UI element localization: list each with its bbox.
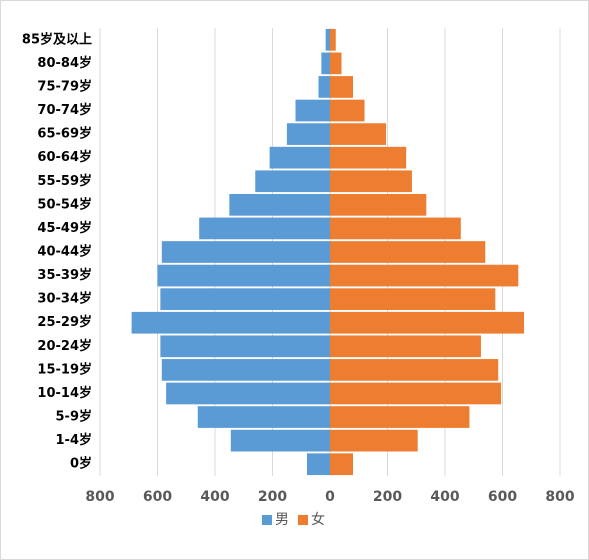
bar-female-3 (330, 382, 502, 405)
bar-female-4 (330, 359, 499, 381)
x-tick-label: 200 (373, 489, 402, 505)
bar-male-15 (295, 99, 330, 122)
y-tick-label: 15-19岁 (37, 361, 92, 377)
bar-male-9 (161, 241, 330, 263)
legend-swatch-0 (262, 515, 272, 525)
bar-female-12 (330, 170, 412, 193)
y-tick-label: 20-24岁 (37, 338, 92, 354)
legend-label-0: 男 (275, 512, 289, 528)
bar-female-10 (330, 217, 461, 240)
bar-female-2 (330, 406, 470, 428)
bar-male-18 (325, 28, 330, 51)
y-tick-label: 45-49岁 (37, 220, 92, 236)
y-tick-label: 60-64岁 (37, 149, 92, 165)
x-tick-label: 800 (85, 489, 114, 505)
y-tick-label: 85岁及以上 (22, 31, 92, 47)
x-tick-label: 0 (325, 489, 335, 505)
legend-swatch-1 (298, 515, 308, 525)
bar-male-12 (255, 170, 330, 193)
bar-male-17 (321, 52, 330, 75)
y-tick-label: 40-44岁 (37, 244, 92, 260)
bar-female-8 (330, 264, 519, 287)
y-tick-label: 0岁 (70, 456, 92, 472)
x-tick-label: 400 (200, 489, 229, 505)
y-tick-label: 35-39岁 (37, 267, 92, 283)
bar-male-5 (160, 335, 330, 358)
bar-male-0 (307, 453, 330, 476)
y-tick-label: 25-29岁 (37, 314, 92, 330)
bar-female-14 (330, 123, 387, 145)
bar-female-15 (330, 99, 365, 122)
bar-female-18 (330, 28, 336, 51)
bar-female-1 (330, 429, 418, 452)
bar-female-6 (330, 311, 525, 334)
y-tick-label: 30-34岁 (37, 291, 92, 307)
bar-male-16 (318, 76, 330, 98)
y-tick-label: 10-14岁 (37, 385, 92, 401)
y-tick-label: 80-84岁 (37, 55, 92, 71)
bar-female-16 (330, 76, 353, 98)
y-tick-label: 70-74岁 (37, 102, 92, 118)
bar-male-6 (131, 311, 330, 334)
bar-male-2 (197, 406, 330, 428)
bar-female-5 (330, 335, 481, 358)
bar-female-9 (330, 241, 486, 263)
bar-male-10 (199, 217, 330, 240)
x-tick-label: 600 (488, 489, 517, 505)
x-tick-label: 200 (258, 489, 287, 505)
y-tick-label: 55-59岁 (37, 173, 92, 189)
bar-female-13 (330, 146, 407, 169)
bar-male-3 (166, 382, 330, 405)
x-tick-label: 800 (545, 489, 574, 505)
bar-male-14 (286, 123, 330, 145)
bar-female-11 (330, 193, 427, 216)
bar-female-17 (330, 52, 342, 75)
bar-male-11 (229, 193, 330, 216)
y-tick-label: 75-79岁 (37, 78, 92, 94)
bar-male-13 (269, 146, 330, 169)
bar-male-4 (161, 359, 330, 381)
legend-label-1: 女 (311, 511, 325, 528)
bar-male-1 (230, 429, 330, 452)
bar-female-7 (330, 288, 496, 311)
y-tick-label: 50-54岁 (37, 196, 92, 212)
y-tick-label: 1-4岁 (56, 432, 93, 448)
bar-male-7 (160, 288, 330, 311)
bar-male-8 (157, 264, 330, 287)
bar-female-0 (330, 453, 353, 476)
y-tick-label: 65-69岁 (37, 126, 92, 142)
x-tick-label: 600 (143, 489, 172, 505)
y-tick-label: 5-9岁 (56, 409, 93, 425)
x-tick-label: 400 (430, 489, 459, 505)
